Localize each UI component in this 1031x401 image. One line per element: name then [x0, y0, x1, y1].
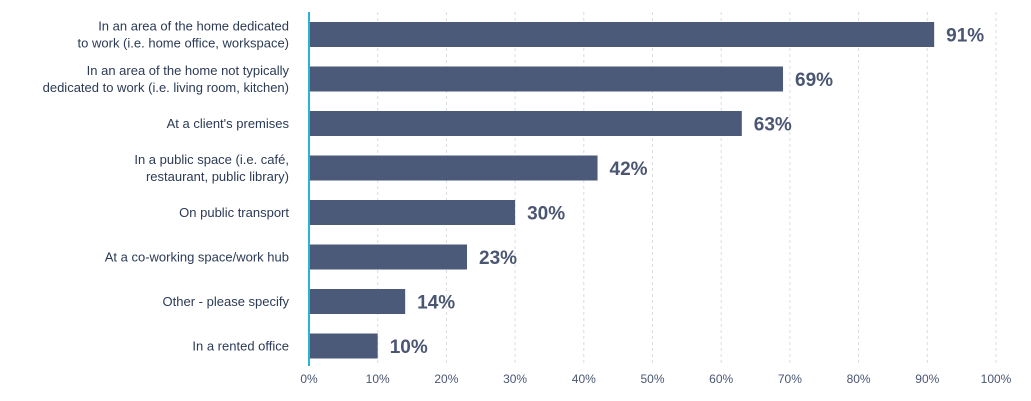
- bars: [309, 22, 935, 359]
- bar: [309, 111, 742, 136]
- category-label: Other - please specify: [163, 294, 290, 309]
- value-label: 63%: [754, 115, 792, 136]
- category-label-line: restaurant, public library): [146, 169, 289, 184]
- x-tick-label: 90%: [915, 372, 939, 386]
- x-tick-label: 30%: [503, 372, 527, 386]
- value-label: 14%: [417, 293, 455, 314]
- x-tick-label: 60%: [709, 372, 733, 386]
- x-tick-label: 50%: [640, 372, 664, 386]
- x-axis-ticks: 0% 10% 20% 30% 40% 50% 60% 70% 80% 90% 100%: [300, 372, 1011, 386]
- category-label: In a public space (i.e. café, restaurant,…: [134, 152, 289, 184]
- category-label: In a rented office: [192, 339, 289, 354]
- category-label: At a client's premises: [167, 116, 290, 131]
- bar: [309, 155, 598, 181]
- category-label-line: to work (i.e. home office, workspace): [78, 36, 289, 51]
- category-label-line: Other - please specify: [163, 294, 290, 309]
- value-labels: 91% 69% 63% 42% 30% 23% 14% 10%: [390, 26, 985, 359]
- bar: [309, 200, 516, 225]
- x-tick-label: 80%: [847, 372, 871, 386]
- category-label: In an area of the home dedicated to work …: [78, 19, 289, 51]
- bar: [309, 333, 378, 359]
- value-label: 30%: [527, 204, 565, 225]
- value-label: 91%: [946, 26, 984, 47]
- category-label: At a co-working space/work hub: [105, 250, 289, 265]
- category-label-line: In an area of the home dedicated: [98, 19, 289, 34]
- x-tick-label: 40%: [572, 372, 596, 386]
- x-tick-label: 100%: [981, 372, 1012, 386]
- value-label: 69%: [795, 70, 833, 91]
- category-label-line: In a public space (i.e. café,: [134, 152, 289, 167]
- category-label-line: At a client's premises: [167, 116, 290, 131]
- bar: [309, 66, 784, 92]
- category-label-line: In a rented office: [192, 339, 289, 354]
- value-label: 42%: [610, 159, 648, 180]
- gridlines: [377, 12, 997, 366]
- bar: [309, 289, 406, 314]
- x-tick-label: 20%: [434, 372, 458, 386]
- value-label: 23%: [479, 248, 517, 269]
- category-label: On public transport: [179, 205, 289, 220]
- category-label-line: On public transport: [179, 205, 289, 220]
- bar: [309, 22, 935, 47]
- bar: [309, 244, 468, 270]
- category-label-line: In an area of the home not typically: [87, 63, 290, 78]
- x-tick-label: 10%: [366, 372, 390, 386]
- value-label: 10%: [390, 337, 428, 358]
- category-labels: In an area of the home dedicated to work …: [43, 19, 290, 354]
- category-label-line: At a co-working space/work hub: [105, 250, 289, 265]
- category-label-line: dedicated to work (i.e. living room, kit…: [43, 80, 289, 95]
- x-tick-label: 70%: [778, 372, 802, 386]
- x-tick-label: 0%: [300, 372, 318, 386]
- category-label: In an area of the home not typically dedi…: [43, 63, 290, 95]
